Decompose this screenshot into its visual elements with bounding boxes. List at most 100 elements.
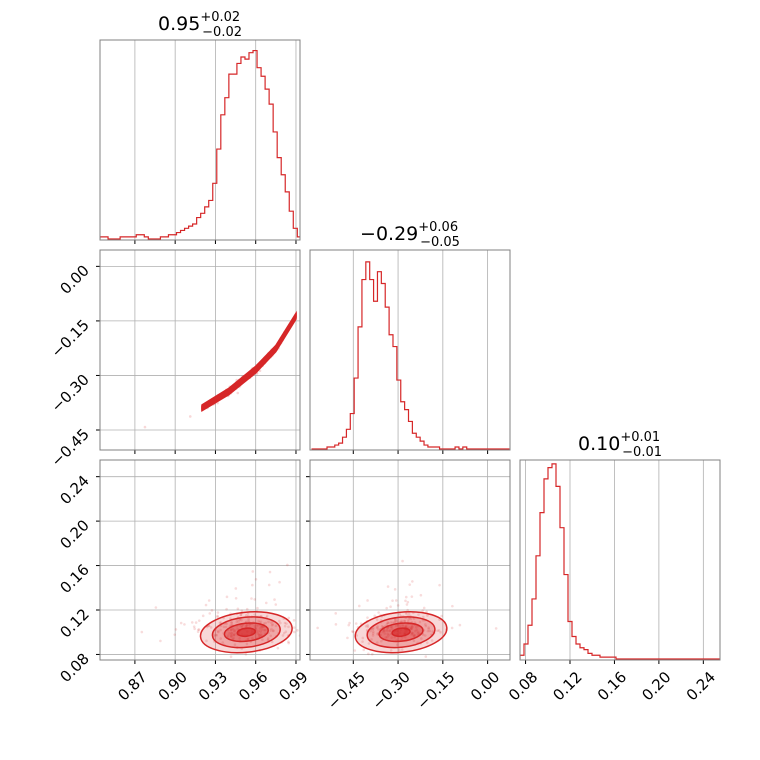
scatter-point xyxy=(414,629,417,633)
density-contour-level-4 xyxy=(391,627,411,638)
scatter-point xyxy=(386,621,390,625)
scatter-point xyxy=(385,628,389,631)
scatter-point xyxy=(239,613,243,617)
scatter-point xyxy=(256,624,259,628)
scatter-param1-vs-param3-ytick-label-2: 0.16 xyxy=(56,561,92,597)
hist-param1-frame xyxy=(99,39,301,241)
scatter-point xyxy=(284,630,288,634)
scatter-point xyxy=(226,634,230,637)
scatter-param1-vs-param2-ytick-label-0: 0.00 xyxy=(56,261,92,297)
scatter-point xyxy=(405,603,409,606)
scatter-point xyxy=(270,623,274,627)
scatter-point xyxy=(270,627,273,631)
scatter-point xyxy=(404,624,408,627)
scatter-point xyxy=(422,606,426,610)
scatter-point xyxy=(225,595,229,599)
hist-param3-xtick-label-0: 0.08 xyxy=(505,668,541,704)
scatter-param1-vs-param3-xtick-label-2: 0.93 xyxy=(195,668,231,704)
scatter-point xyxy=(521,634,524,637)
scatter-point xyxy=(386,635,389,639)
scatter-point xyxy=(451,604,454,608)
scatter-point xyxy=(438,583,441,587)
scatter-point xyxy=(251,583,254,587)
scatter-point xyxy=(334,612,338,615)
scatter-point xyxy=(224,625,228,629)
scatter-point xyxy=(233,633,236,636)
scatter-point xyxy=(269,629,272,632)
scatter-point xyxy=(233,630,236,633)
scatter-point xyxy=(193,627,196,631)
scatter-point xyxy=(376,625,379,628)
scatter-point xyxy=(410,624,414,628)
scatter-point xyxy=(393,620,397,623)
scatter-point xyxy=(421,633,425,637)
scatter-point xyxy=(404,635,407,639)
scatter-point xyxy=(240,624,243,628)
scatter-point xyxy=(292,626,296,629)
scatter-point xyxy=(390,627,394,631)
scatter-point xyxy=(278,619,281,623)
scatter-point xyxy=(251,570,255,573)
scatter-point xyxy=(406,600,410,604)
scatter-point xyxy=(380,624,384,628)
scatter-point xyxy=(192,625,196,628)
scatter-point xyxy=(387,634,390,637)
scatter-point xyxy=(384,636,388,639)
scatter-point xyxy=(408,583,412,586)
scatter-point xyxy=(271,623,275,626)
scatter-point xyxy=(424,624,428,628)
scatter-param1-vs-param3-xtick-label-4: 0.99 xyxy=(275,668,311,704)
scatter-point xyxy=(266,637,270,640)
scatter-point xyxy=(287,641,291,645)
scatter-point xyxy=(371,628,375,631)
scatter-point xyxy=(412,639,416,643)
scatter-point xyxy=(286,563,289,567)
scatter-param1-vs-param3-xtick-label-3: 0.96 xyxy=(235,668,271,704)
scatter-point xyxy=(436,629,439,633)
scatter-point xyxy=(221,641,225,644)
scatter-point xyxy=(271,629,275,632)
scatter-point xyxy=(393,621,396,624)
scatter-point xyxy=(251,636,254,640)
scatter-point xyxy=(387,621,390,625)
scatter-point xyxy=(266,638,270,642)
scatter-point xyxy=(179,621,183,625)
scatter-point xyxy=(245,614,248,617)
scatter-point xyxy=(382,629,386,633)
scatter-point xyxy=(274,603,278,606)
scatter-point xyxy=(230,635,233,638)
scatter-point xyxy=(245,624,248,627)
scatter-point xyxy=(370,638,373,641)
scatter-point xyxy=(201,614,205,618)
scatter-point xyxy=(190,621,194,624)
scatter-point xyxy=(375,641,379,644)
scatter-point xyxy=(401,559,404,563)
scatter-point xyxy=(412,634,416,638)
hist-param3-xtick-label-3: 0.20 xyxy=(638,668,674,704)
scatter-point xyxy=(222,625,226,629)
scatter-point xyxy=(395,619,398,623)
scatter-point xyxy=(416,630,420,634)
scatter-point xyxy=(188,415,192,418)
scatter-point xyxy=(348,621,351,625)
scatter-point xyxy=(276,646,280,650)
scatter-point xyxy=(253,624,257,628)
scatter-point xyxy=(396,604,400,607)
scatter-point xyxy=(207,599,211,602)
scatter-point xyxy=(204,603,208,607)
scatter-point xyxy=(235,620,239,624)
scatter-param2-vs-param3-xtick-label-1: −0.30 xyxy=(369,668,414,713)
scatter-point xyxy=(431,630,435,633)
scatter-point xyxy=(407,626,411,629)
hist-param2-title: −0.29+0.06 −0.05 xyxy=(360,220,460,250)
scatter-point xyxy=(245,642,249,646)
scatter-point xyxy=(364,624,368,628)
scatter-point xyxy=(261,625,265,629)
scatter-point xyxy=(396,643,399,646)
scatter-point xyxy=(316,626,319,630)
scatter-point xyxy=(334,623,338,626)
scatter-point xyxy=(250,597,253,600)
hist-param3-title-lower-error: −0.01 xyxy=(622,445,662,460)
scatter-point xyxy=(271,629,275,633)
scatter-point xyxy=(305,618,308,621)
